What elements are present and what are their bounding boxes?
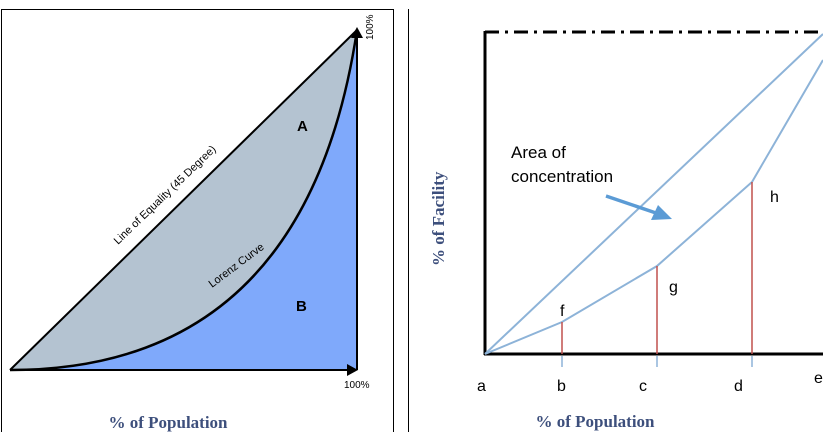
concentration-arrowhead	[651, 205, 672, 220]
x-point-a: a	[477, 378, 486, 395]
segment-label-f: f	[560, 303, 565, 320]
right-y-axis-title: % of Facility	[429, 171, 448, 266]
segment-label-g: g	[669, 279, 678, 296]
left-y-arrowhead	[351, 27, 363, 38]
segment-label-h: h	[770, 189, 779, 206]
region-a-label: A	[297, 118, 308, 135]
annotation-line-1: Area of	[511, 143, 566, 162]
equality-line	[9, 29, 358, 371]
diagonal-line	[484, 33, 823, 355]
x-point-d: d	[734, 378, 743, 395]
lorenz-curve	[9, 29, 359, 372]
concentration-curve	[484, 59, 823, 355]
left-x-axis-title: % of Population	[108, 413, 228, 432]
top-percent-tick: 100%	[365, 14, 376, 40]
concentration-arrow-shaft	[605, 194, 657, 215]
x-point-c: c	[639, 378, 647, 395]
annotation-line-2: concentration	[511, 167, 613, 186]
region-b-label: B	[296, 298, 307, 315]
x-point-e: e	[814, 370, 823, 387]
concentration-diagram: Area of concentration f g h a b c d e % …	[429, 30, 823, 431]
region-b-area	[10, 30, 357, 370]
left-panel-frame	[1, 9, 394, 432]
right-percent-tick: 100%	[344, 380, 370, 391]
left-x-arrowhead	[347, 364, 358, 376]
x-point-b: b	[557, 378, 566, 395]
lorenz-diagram: Line of Equality (45 Degree) Lorenz Curv…	[9, 14, 376, 432]
right-x-axis-title: % of Population	[535, 412, 655, 431]
